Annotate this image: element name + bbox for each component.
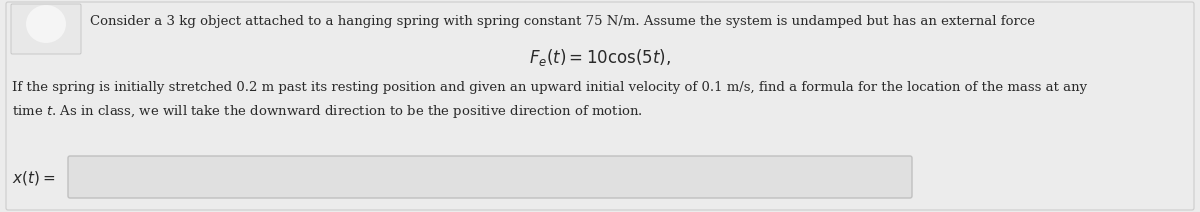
FancyBboxPatch shape [11,4,82,54]
Text: $F_e(t) = 10\cos(5t),$: $F_e(t) = 10\cos(5t),$ [529,47,671,68]
Text: Consider a 3 kg object attached to a hanging spring with spring constant 75 N/m.: Consider a 3 kg object attached to a han… [90,15,1034,28]
FancyBboxPatch shape [68,156,912,198]
Text: If the spring is initially stretched 0.2 m past its resting position and given a: If the spring is initially stretched 0.2… [12,81,1087,95]
Text: $x(t) =$: $x(t) =$ [12,169,55,187]
Ellipse shape [26,5,66,43]
Text: time $t$. As in class, we will take the downward direction to be the positive di: time $t$. As in class, we will take the … [12,103,643,120]
FancyBboxPatch shape [6,2,1194,210]
